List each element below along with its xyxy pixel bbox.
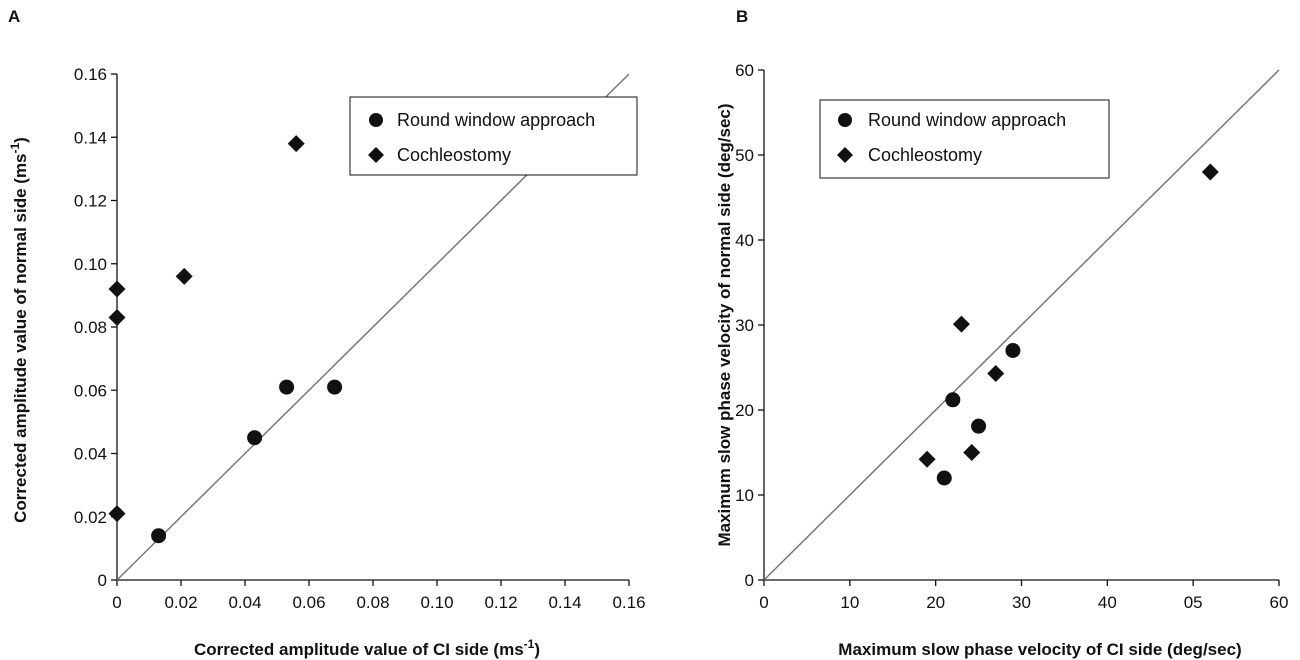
panel-b-point-cochleostomy — [952, 315, 970, 333]
panel-a-y-tick-label: 0.08 — [74, 318, 107, 337]
panel-b-point-cochleostomy — [987, 364, 1005, 382]
panel-b-y-tick-label: 30 — [735, 316, 754, 335]
panel-a-x-tick-label: 0.16 — [612, 593, 645, 612]
panel-a-x-tick-label: 0.14 — [548, 593, 581, 612]
panel-b-y-tick-label: 40 — [735, 231, 754, 250]
panel-a-y-tick-label: 0.06 — [74, 381, 107, 400]
panel-a-point-round-window — [279, 379, 295, 395]
panel-a-y-tick-label: 0.02 — [74, 508, 107, 527]
panel-b-x-tick-label: 20 — [926, 593, 945, 612]
panel-b-legend-label-co: Cochleostomy — [868, 145, 982, 165]
panel-b-point-round-window — [971, 418, 987, 434]
panel-a-legend-circle-icon — [369, 113, 383, 127]
panel-a-y-tick-label: 0 — [98, 571, 107, 590]
panel-a-point-round-window — [151, 528, 167, 544]
panel-b-point-round-window — [936, 470, 952, 486]
panel-b-x-tick-label: 30 — [1012, 593, 1031, 612]
panel-b-legend-box — [819, 99, 1110, 179]
panel-a-x-tick-label: 0 — [112, 593, 121, 612]
panel-b-legend-diamond-icon — [837, 147, 853, 163]
panel-b-y-tick-label: 50 — [735, 146, 754, 165]
panel-b-point-round-window — [1005, 343, 1021, 358]
panel-a-point-cochleostomy — [108, 505, 126, 523]
panel-a-letter: A — [8, 7, 20, 26]
panel-b-x-tick-label: 0 — [759, 593, 768, 612]
panel-a-legend-label-co: Cochleostomy — [397, 145, 511, 165]
panel-a-x-tick-label: 0.12 — [484, 593, 517, 612]
panel-b-legend-label-rw: Round window approach — [868, 110, 1066, 130]
panel-b-y-tick-label: 20 — [735, 401, 754, 420]
panel-a-y-tick-label: 0.14 — [74, 128, 107, 147]
panel-a-x-tick-label: 0.06 — [292, 593, 325, 612]
panel-a-x-tick-label: 0.02 — [164, 593, 197, 612]
panel-a-y-tick-label: 0.16 — [74, 65, 107, 84]
panel-a-point-cochleostomy — [175, 267, 193, 285]
panel-b: B 0 10 20 30 40 05 60 0 10 20 30 40 50 60 Round windo… — [715, 7, 1288, 659]
panel-b-y-tick-label: 0 — [745, 571, 754, 590]
panel-a-point-cochleostomy — [108, 309, 126, 327]
panel-a-x-label: Corrected amplitude value of CI side (ms… — [194, 637, 540, 659]
panel-b-legend-circle-icon — [838, 113, 852, 127]
panel-a-x-tick-label: 0.08 — [356, 593, 389, 612]
panel-b-x-tick-label: 10 — [840, 593, 859, 612]
panel-a-point-cochleostomy — [108, 280, 126, 298]
panel-a-x-tick-label: 0.04 — [228, 593, 261, 612]
panel-b-point-cochleostomy — [1201, 163, 1219, 181]
panel-b-y-tick-label: 60 — [735, 61, 754, 80]
panel-a-legend-label-rw: Round window approach — [397, 110, 595, 130]
panel-a: A 0 0.02 0.04 0.06 0.08 0.10 0.12 0.14 0.16 0 0.02… — [8, 7, 646, 659]
panel-a-point-round-window — [327, 379, 343, 395]
panel-b-point-cochleostomy — [963, 444, 981, 461]
panel-a-x-tick-label: 0.10 — [420, 593, 453, 612]
panel-a-point-round-window — [247, 430, 263, 446]
panel-a-y-tick-label: 0.10 — [74, 255, 107, 274]
panel-b-y-label: Maximum slow phase velocity of normal si… — [715, 103, 734, 546]
panel-b-x-label: Maximum slow phase velocity of CI side (… — [838, 640, 1241, 659]
panel-a-legend-diamond-icon — [368, 147, 384, 163]
panel-a-y-tick-label: 0.04 — [74, 445, 107, 464]
panel-a-y-tick-label: 0.12 — [74, 192, 107, 211]
panel-a-y-label: Corrected amplitude value of normal side… — [8, 137, 30, 523]
panel-b-reference-line — [763, 69, 1280, 581]
panel-b-x-tick-label: 60 — [1270, 593, 1289, 612]
panel-a-point-cochleostomy — [287, 135, 305, 153]
panel-b-x-tick-label: 40 — [1098, 593, 1117, 612]
panel-a-legend-box — [349, 96, 638, 176]
panel-b-point-cochleostomy — [918, 450, 936, 468]
panel-b-point-round-window — [945, 392, 961, 408]
panel-b-x-tick-label: 05 — [1184, 593, 1203, 612]
panel-b-letter: B — [736, 7, 748, 26]
panel-b-y-tick-label: 10 — [735, 486, 754, 505]
